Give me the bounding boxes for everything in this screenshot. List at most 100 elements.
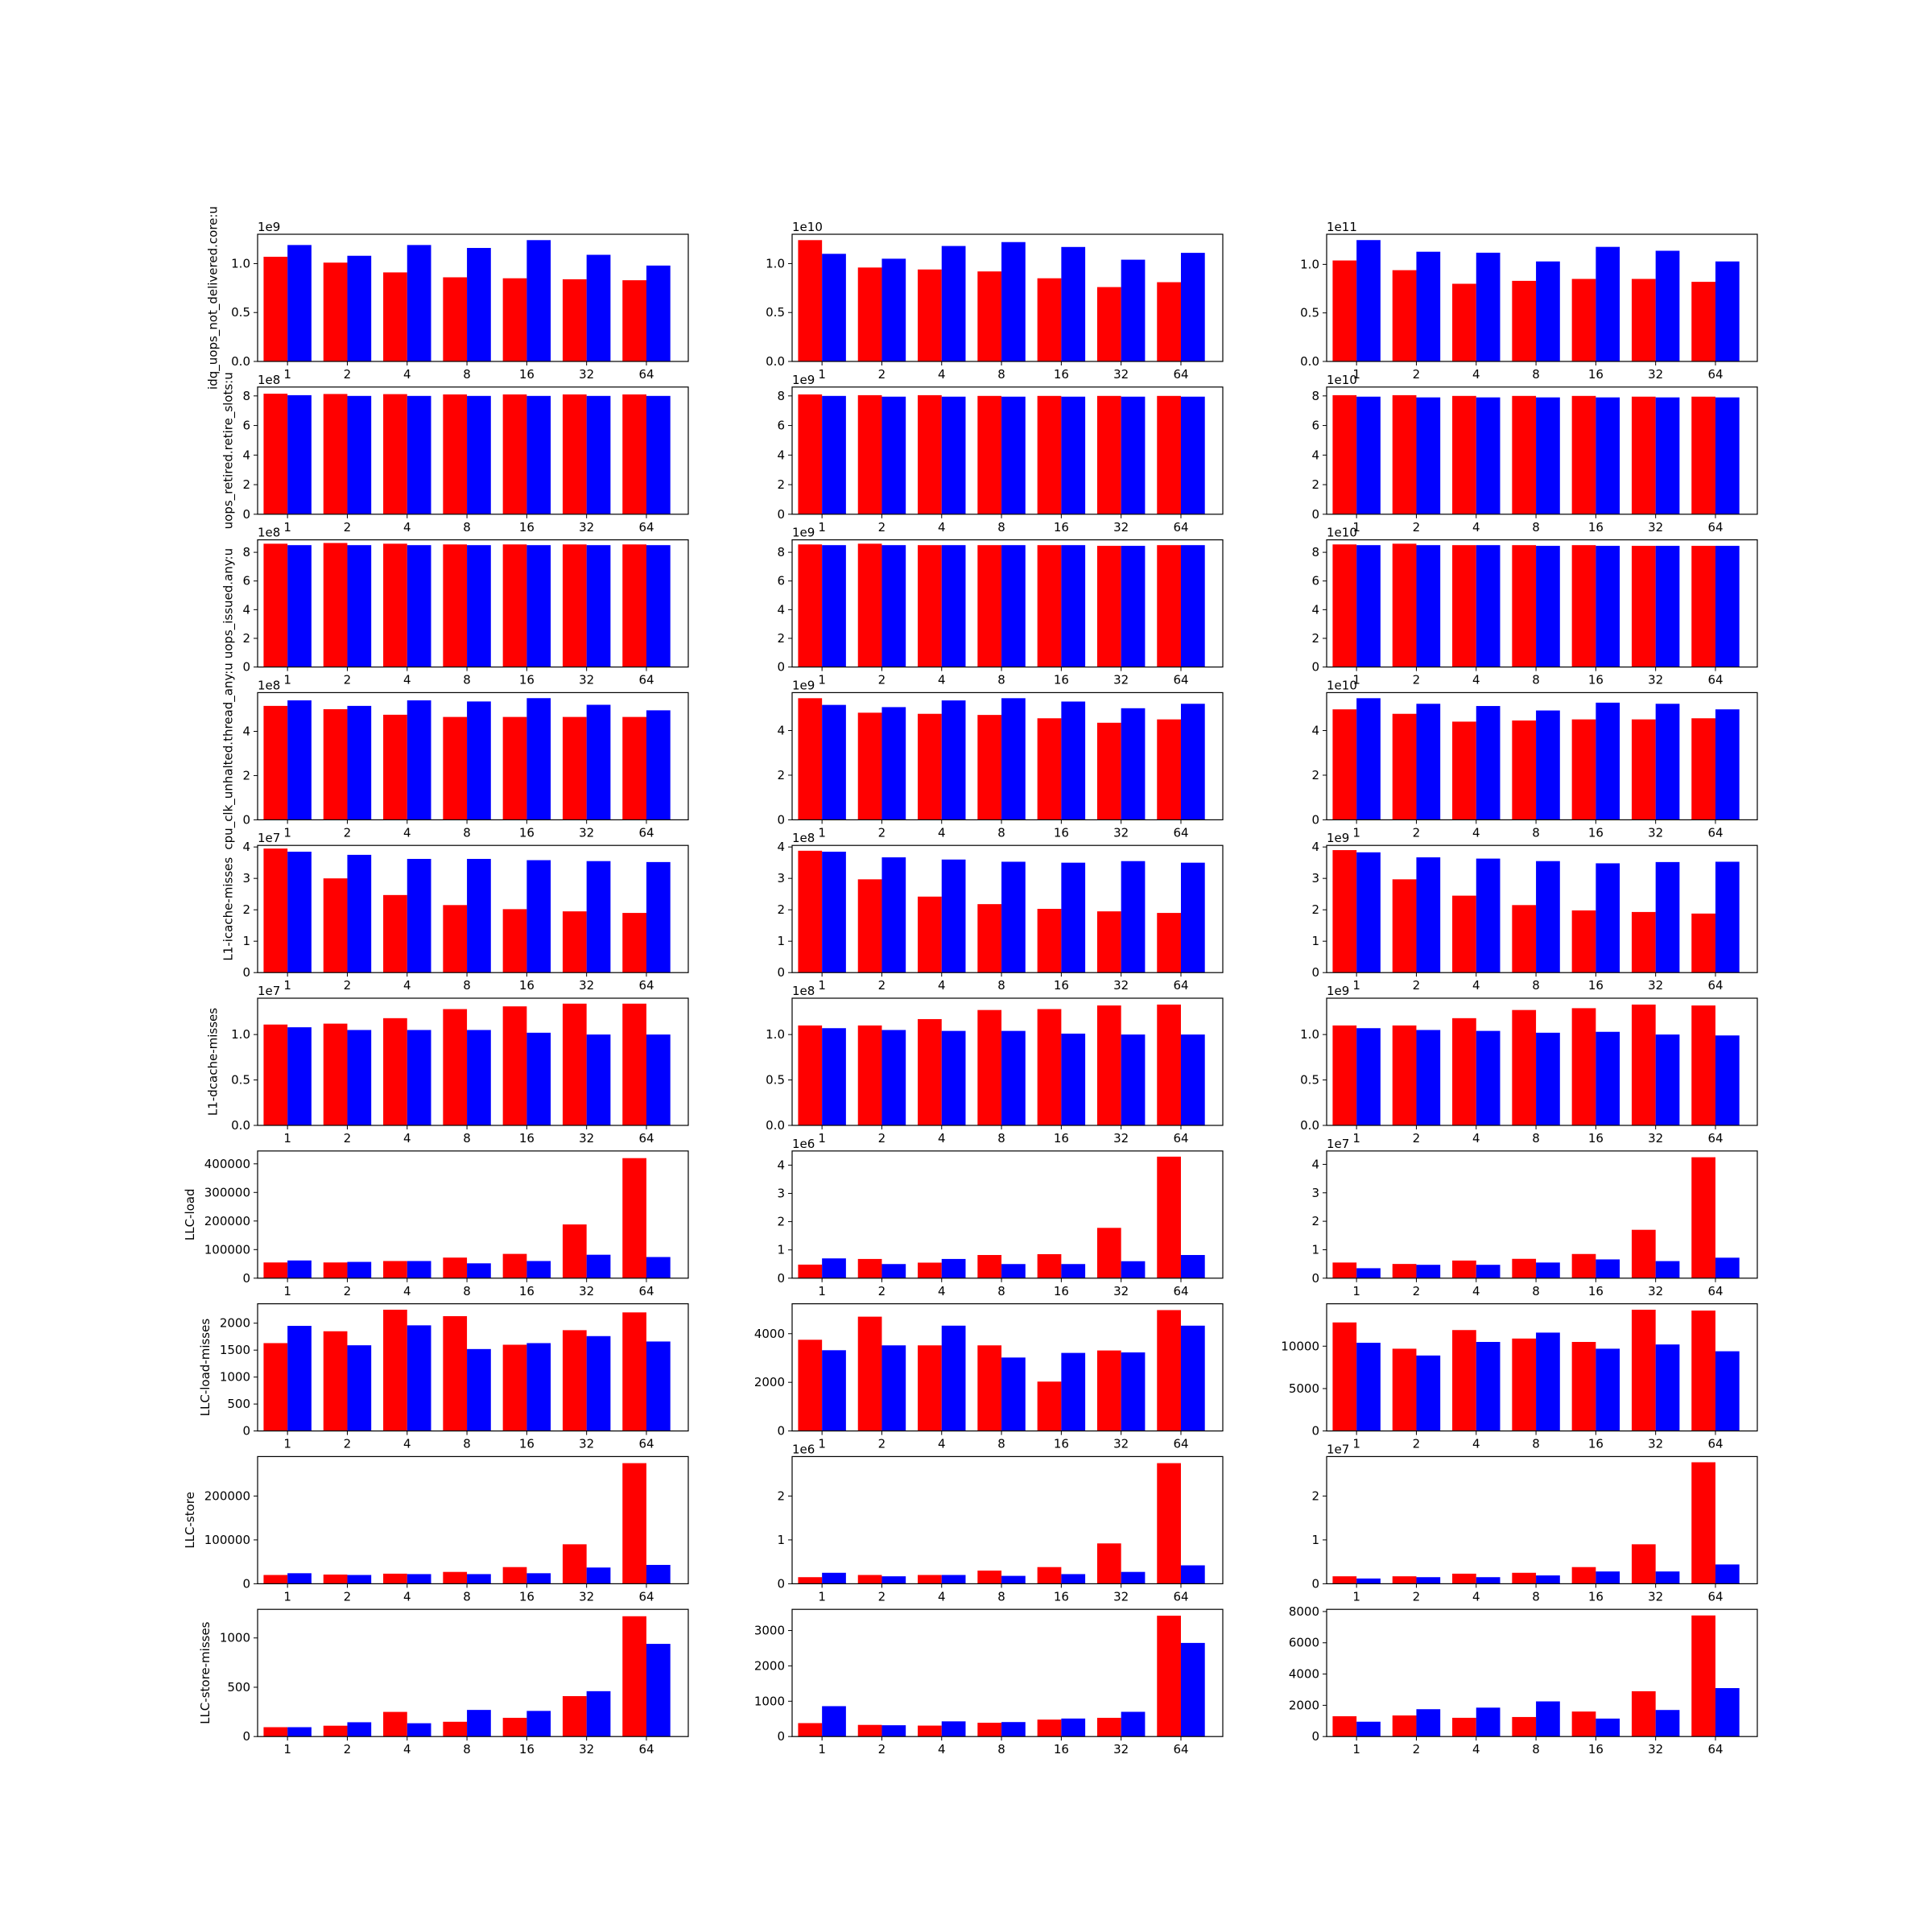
x-tick-label: 32 xyxy=(1648,825,1663,840)
bar xyxy=(287,394,312,514)
x-tick-label: 8 xyxy=(463,1284,471,1298)
bar xyxy=(1332,709,1357,820)
bar xyxy=(1157,1616,1181,1737)
bar xyxy=(646,1257,671,1278)
y-axis-label: LLC-store xyxy=(183,1492,197,1549)
bar xyxy=(1715,1035,1740,1125)
y-tick-label: 1 xyxy=(1311,1242,1319,1257)
x-tick-label: 8 xyxy=(997,1742,1005,1757)
x-tick-label: 16 xyxy=(1054,367,1069,382)
bar xyxy=(1715,1564,1740,1584)
bar xyxy=(347,255,372,361)
x-tick-label: 64 xyxy=(1173,1742,1188,1757)
bar xyxy=(1691,1311,1715,1431)
x-tick-label: 16 xyxy=(1588,367,1604,382)
bar xyxy=(586,1690,611,1737)
x-tick-label: 2 xyxy=(344,1284,352,1298)
x-tick-label: 4 xyxy=(403,367,411,382)
x-tick-label: 64 xyxy=(638,1742,654,1757)
x-tick-label: 8 xyxy=(463,1131,471,1146)
offset-text: 1e8 xyxy=(258,373,280,387)
x-tick-label: 64 xyxy=(1173,1589,1188,1604)
x-tick-label: 2 xyxy=(1413,1742,1421,1757)
y-tick-label: 1 xyxy=(242,934,250,948)
bar xyxy=(918,269,942,361)
x-tick-label: 32 xyxy=(1113,825,1129,840)
bar xyxy=(1631,1690,1656,1737)
x-tick-label: 16 xyxy=(519,1589,535,1604)
bar xyxy=(1596,702,1620,820)
bar xyxy=(1180,1255,1205,1278)
x-tick-label: 4 xyxy=(1472,1131,1480,1146)
bar xyxy=(1037,1253,1062,1278)
axes-frame xyxy=(257,1150,689,1279)
bar xyxy=(1715,1688,1740,1737)
x-tick-label: 1 xyxy=(818,978,826,993)
bar xyxy=(1631,1544,1656,1584)
bar xyxy=(977,545,1002,667)
y-tick-label: 2 xyxy=(1311,1488,1319,1503)
x-tick-label: 2 xyxy=(344,673,352,687)
x-tick-label: 16 xyxy=(1588,673,1604,687)
bar xyxy=(407,858,431,973)
bar xyxy=(1452,1330,1476,1431)
bar xyxy=(1332,394,1357,514)
y-tick-label: 4 xyxy=(242,724,250,738)
bar xyxy=(822,395,846,514)
bar xyxy=(502,1253,527,1278)
bar xyxy=(1356,240,1381,361)
bar xyxy=(263,256,288,361)
x-tick-label: 8 xyxy=(997,1131,1005,1146)
y-tick-label: 0.5 xyxy=(766,1073,785,1088)
y-axis-label: L1-dcache-misses xyxy=(206,1008,221,1116)
bar xyxy=(1001,1357,1026,1431)
x-tick-label: 1 xyxy=(818,1742,826,1757)
bar xyxy=(1655,1571,1680,1584)
x-tick-label: 2 xyxy=(1413,520,1421,535)
bar xyxy=(467,248,491,361)
x-tick-label: 64 xyxy=(638,673,654,687)
offset-text: 1e7 xyxy=(258,831,280,845)
bar xyxy=(1332,1262,1357,1278)
axes-frame xyxy=(791,1150,1224,1279)
bar xyxy=(1476,706,1501,820)
bar xyxy=(941,246,966,361)
x-tick-label: 8 xyxy=(463,825,471,840)
bar xyxy=(857,394,882,514)
x-tick-label: 16 xyxy=(1588,1131,1604,1146)
bar xyxy=(1180,545,1205,667)
y-tick-label: 0 xyxy=(1311,660,1319,675)
bar xyxy=(586,861,611,973)
x-tick-label: 16 xyxy=(1588,1437,1604,1451)
y-tick-label: 4 xyxy=(1311,840,1319,854)
y-tick-label: 0 xyxy=(777,1576,785,1591)
bar xyxy=(1061,1352,1086,1431)
y-tick-label: 0 xyxy=(777,812,785,827)
bar xyxy=(1001,242,1026,361)
x-tick-label: 1 xyxy=(818,1131,826,1146)
bar xyxy=(467,1710,491,1737)
y-tick-label: 3 xyxy=(777,871,785,886)
x-tick-label: 8 xyxy=(997,1284,1005,1298)
axes-frame xyxy=(791,1608,1224,1737)
bar xyxy=(287,1573,312,1584)
bar xyxy=(467,1348,491,1431)
bar xyxy=(287,852,312,973)
y-tick-label: 6 xyxy=(777,574,785,588)
bar xyxy=(287,1260,312,1278)
y-tick-label: 0 xyxy=(242,507,250,522)
x-tick-label: 32 xyxy=(579,978,594,993)
bar xyxy=(1691,1615,1715,1737)
offset-text: 1e10 xyxy=(1327,678,1357,692)
bar xyxy=(1596,1571,1620,1584)
x-tick-label: 2 xyxy=(344,1742,352,1757)
x-tick-label: 32 xyxy=(1113,1589,1129,1604)
y-axis-label: LLC-store-misses xyxy=(198,1621,213,1724)
bar xyxy=(586,1567,611,1584)
offset-text: 1e6 xyxy=(792,1442,815,1456)
x-tick-label: 4 xyxy=(938,1589,946,1604)
axes-frame xyxy=(257,691,689,821)
y-tick-label: 0.5 xyxy=(231,1073,250,1088)
x-tick-label: 16 xyxy=(519,1437,535,1451)
x-tick-label: 32 xyxy=(1113,1437,1129,1451)
